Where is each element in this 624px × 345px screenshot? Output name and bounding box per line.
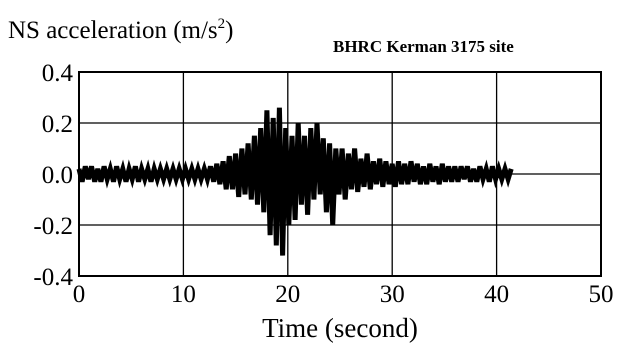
x-tick-label: 10: [171, 281, 196, 308]
site-annotation: BHRC Kerman 3175 site: [333, 37, 514, 56]
y-tick-label: 0.2: [42, 111, 73, 138]
x-tick-label: 30: [380, 281, 405, 308]
x-tick-label: 0: [73, 281, 86, 308]
y-tick-label: 0.4: [42, 60, 74, 87]
y-tick-label: 0.0: [42, 162, 73, 189]
x-tick-label: 50: [589, 281, 614, 308]
plot-frame: [78, 71, 602, 277]
acceleration-trace: [76, 107, 514, 256]
x-tick-label: 40: [484, 281, 509, 308]
y-tick-labels: -0.4 -0.2 0.0 0.2 0.4: [33, 60, 73, 291]
y-axis-label-superscript: 2: [218, 16, 226, 32]
y-axis-label: NS acceleration (m/s2): [8, 16, 233, 44]
x-tick-label: 20: [275, 281, 300, 308]
y-tick-label: -0.2: [33, 213, 73, 240]
x-tick-labels: 0 10 20 30 40 50: [73, 281, 614, 308]
y-axis-label-suffix: ): [225, 17, 233, 44]
acceleration-series: [76, 107, 514, 256]
y-tick-label: -0.4: [33, 264, 73, 291]
x-axis-label: Time (second): [262, 313, 418, 343]
y-axis-label-main: NS acceleration (m/s: [8, 17, 218, 44]
